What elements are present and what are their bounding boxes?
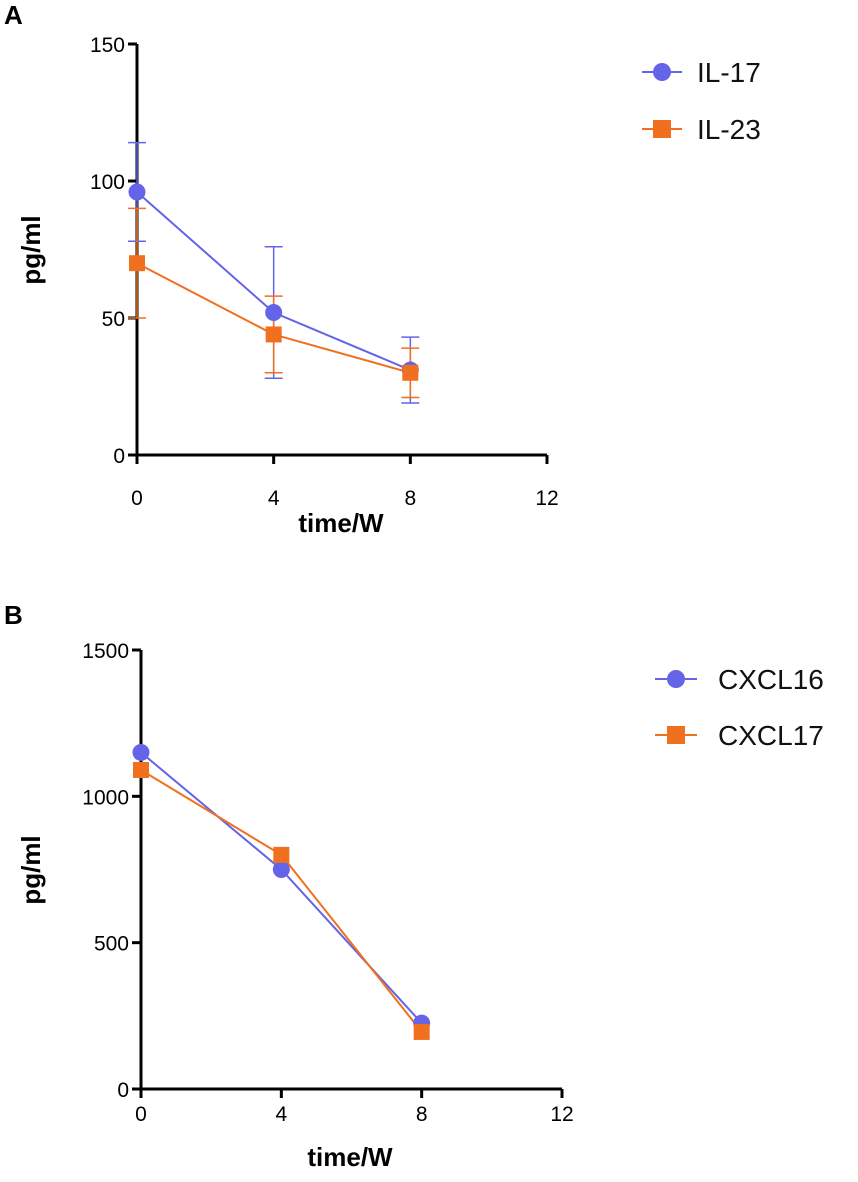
- panel-b-x-tick-label: 0: [135, 1103, 147, 1126]
- panel-a-x-tick-label: 12: [535, 487, 558, 510]
- panel-a-markers: [128, 183, 419, 381]
- panel-b: B pg/ml time/W 0 500 1000 1500 0 4 8 12 CXCL16 …: [4, 600, 824, 1172]
- legend-marker-cxcl17: [667, 726, 685, 744]
- panel-b-x-tick-label: 12: [550, 1103, 573, 1126]
- panel-a: A pg/ml time/W 0 50 100 150 0 4 8 12 IL-17 IL-2…: [4, 0, 761, 538]
- data-point-il-17: [265, 304, 283, 322]
- panel-b-x-axis-title: time/W: [307, 1142, 393, 1172]
- panel-a-x-axis-title: time/W: [298, 508, 384, 538]
- legend-entry-il-23: IL-23: [642, 114, 761, 145]
- series-line-cxcl16: [140, 751, 423, 1024]
- panel-a-x-tick-label: 0: [131, 487, 143, 510]
- panel-a-y-tick-label: 50: [102, 308, 125, 331]
- panel-a-y-tick-label: 0: [113, 445, 125, 468]
- legend-label-il-23: IL-23: [697, 114, 761, 145]
- panel-a-x-tick-label: 4: [268, 487, 280, 510]
- data-point-cxcl16: [272, 861, 290, 878]
- legend-marker-il-17: [653, 63, 671, 81]
- legend-label-il-17: IL-17: [697, 57, 761, 88]
- legend-entry-cxcl17: CXCL17: [655, 720, 824, 751]
- panel-a-y-axis-title: pg/ml: [16, 215, 46, 284]
- panel-b-y-tick-label: 1500: [82, 640, 129, 663]
- series-line-cxcl17: [140, 769, 423, 1033]
- legend-label-cxcl17: CXCL17: [718, 720, 824, 751]
- data-point-il-17: [128, 183, 146, 201]
- panel-a-legend: IL-17 IL-23: [642, 57, 761, 145]
- panel-b-x-tick-label: 8: [416, 1103, 428, 1126]
- legend-entry-il-17: IL-17: [642, 57, 761, 88]
- panel-b-y-axis-title: pg/ml: [16, 835, 46, 904]
- data-point-cxcl17: [273, 846, 290, 863]
- data-point-il-23: [402, 364, 419, 381]
- data-point-cxcl17: [133, 761, 149, 778]
- panel-a-y-tick-label: 100: [90, 171, 125, 194]
- legend-marker-cxcl16: [667, 670, 685, 688]
- panel-a-y-tick-label: 150: [90, 34, 125, 57]
- panel-b-y-tick-label: 1000: [82, 786, 129, 809]
- panel-b-x-tick-label: 4: [275, 1103, 287, 1126]
- panel-a-label: A: [4, 0, 23, 30]
- panel-b-label: B: [4, 600, 23, 630]
- legend-label-cxcl16: CXCL16: [718, 664, 824, 695]
- legend-entry-cxcl16: CXCL16: [655, 664, 824, 695]
- panel-b-y-tick-label: 0: [117, 1079, 129, 1102]
- legend-marker-il-23: [653, 120, 671, 138]
- data-point-cxcl17: [413, 1023, 430, 1040]
- data-point-cxcl16: [132, 743, 150, 761]
- panel-a-x-tick-label: 8: [404, 487, 416, 510]
- panel-b-series-lines: [140, 751, 423, 1033]
- panel-b-ticks: 0 500 1000 1500 0 4 8 12: [82, 640, 573, 1126]
- data-point-il-23: [129, 255, 145, 272]
- panel-a-ticks: 0 50 100 150 0 4 8 12: [90, 34, 559, 510]
- data-point-il-23: [265, 326, 282, 343]
- panel-b-y-tick-label: 500: [94, 933, 129, 956]
- panel-b-legend: CXCL16 CXCL17: [655, 664, 824, 751]
- panel-b-markers: [132, 743, 431, 1040]
